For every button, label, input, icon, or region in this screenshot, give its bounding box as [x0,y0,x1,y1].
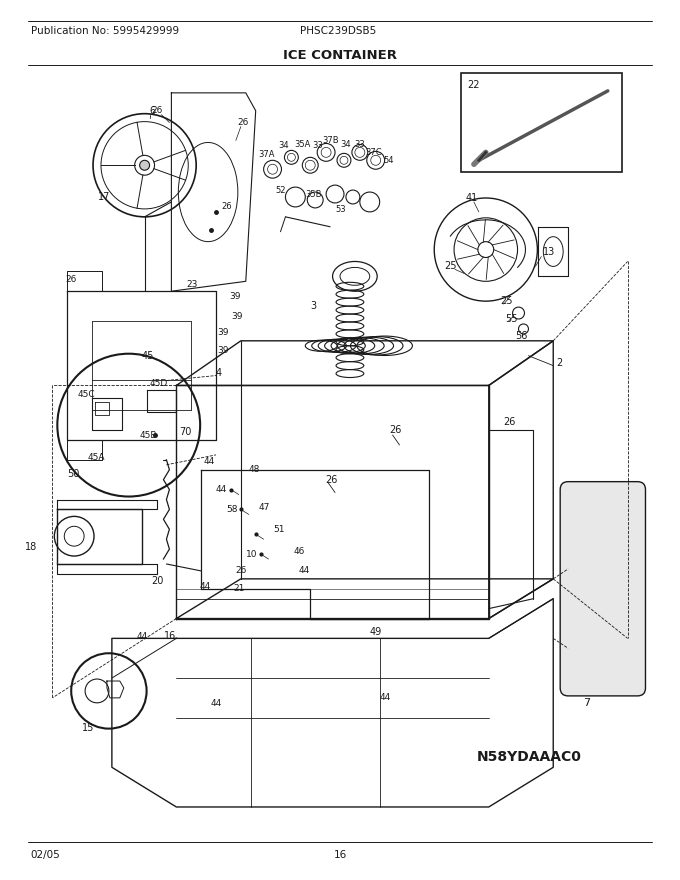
Text: 13: 13 [543,246,556,257]
Text: 44: 44 [211,700,222,708]
Text: 16: 16 [165,631,177,642]
Text: 15: 15 [82,722,95,733]
Text: 22: 22 [467,80,479,90]
Text: 45D: 45D [150,379,168,388]
Text: 26: 26 [390,425,402,435]
Text: 33: 33 [312,141,323,150]
Bar [461,73,622,172]
Text: 6: 6 [150,106,156,115]
Text: 45: 45 [141,351,154,361]
Text: 39: 39 [217,328,228,337]
Text: 26: 26 [504,417,516,427]
Text: 39: 39 [217,346,228,356]
Text: 25: 25 [444,261,457,271]
Text: 52: 52 [275,186,286,194]
Text: 56: 56 [515,331,528,341]
Text: 26: 26 [236,567,248,576]
Text: 10: 10 [245,550,257,559]
Text: 23: 23 [186,280,198,289]
Text: 20: 20 [152,576,164,586]
Text: 37A: 37A [258,150,275,159]
Text: 53: 53 [335,205,345,215]
Text: 34: 34 [340,140,351,149]
Text: 50: 50 [67,469,80,479]
Text: 26: 26 [152,106,163,115]
Text: 02/05: 02/05 [31,849,61,860]
Text: 44: 44 [379,693,391,702]
Text: 3: 3 [310,301,316,312]
Text: 26: 26 [221,202,232,211]
Text: 39: 39 [231,312,242,320]
Text: 41: 41 [466,193,478,203]
Text: 17: 17 [98,192,110,202]
Text: 18: 18 [24,542,37,552]
Text: 58: 58 [226,505,237,514]
Text: 37C: 37C [366,148,382,157]
Text: 35A: 35A [294,140,311,149]
Text: 49: 49 [370,627,382,637]
Text: 39: 39 [229,291,241,301]
Text: 45B: 45B [139,430,157,439]
Text: 70: 70 [180,427,192,437]
Text: 26: 26 [325,474,337,485]
Text: 2: 2 [556,357,562,368]
Text: 35B: 35B [305,189,322,199]
Text: 45C: 45C [77,390,95,399]
Text: Publication No: 5995429999: Publication No: 5995429999 [31,26,179,36]
Text: 48: 48 [249,466,260,474]
Text: 25: 25 [500,297,513,306]
Text: N58YDAAAC0: N58YDAAAC0 [477,751,582,765]
Text: 33: 33 [354,140,364,149]
Text: PHSC239DSB5: PHSC239DSB5 [301,26,377,36]
Text: 54: 54 [384,156,394,165]
Text: 26: 26 [238,118,249,127]
Text: 34: 34 [279,141,289,150]
Text: 51: 51 [273,524,285,534]
Text: 44: 44 [199,583,210,591]
Text: 46: 46 [293,546,305,555]
Text: 47: 47 [258,503,270,512]
Text: 55: 55 [506,314,518,324]
Text: 21: 21 [233,584,244,593]
Text: 26: 26 [65,275,77,284]
Text: 44: 44 [203,458,214,466]
Text: 4: 4 [216,368,222,378]
Text: 44: 44 [299,567,309,576]
Text: 16: 16 [333,849,347,860]
Text: 45A: 45A [87,453,105,462]
Text: ICE CONTAINER: ICE CONTAINER [283,48,397,62]
FancyBboxPatch shape [560,481,645,696]
Text: 37B: 37B [322,136,339,145]
Text: 44: 44 [137,632,148,641]
Text: 7: 7 [583,698,590,708]
Text: 44: 44 [216,485,227,494]
Circle shape [139,160,150,170]
